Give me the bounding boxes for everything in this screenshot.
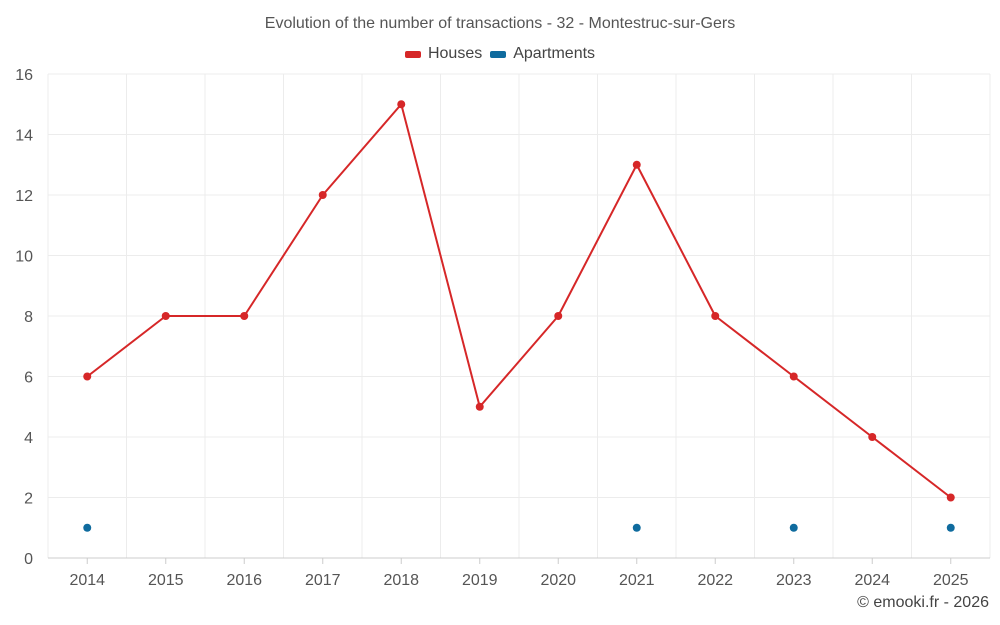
legend-item-houses[interactable]: Houses — [404, 45, 483, 63]
y-tick-label-4: 4 — [24, 430, 33, 447]
y-tick-label-0: 0 — [24, 551, 33, 568]
point-houses-2014 — [83, 372, 92, 381]
point-houses-2017 — [318, 191, 327, 199]
x-tick-label-2014: 2014 — [69, 572, 105, 589]
y-tick-label-10: 10 — [15, 249, 33, 266]
legend-swatch-houses — [404, 50, 421, 58]
grid — [47, 73, 991, 558]
y-tick-label-8: 8 — [24, 309, 33, 326]
point-houses-2021 — [632, 160, 641, 169]
point-houses-2016 — [240, 312, 249, 320]
point-houses-2023 — [789, 372, 798, 381]
x-tick-label-2025: 2025 — [933, 572, 969, 589]
legend-swatch-apartments — [490, 50, 507, 58]
point-houses-2022 — [711, 312, 720, 320]
x-tick-label-2020: 2020 — [540, 572, 576, 589]
point-apartments-2023 — [789, 523, 798, 532]
x-tick-label-2022: 2022 — [697, 572, 733, 589]
x-tick-label-2023: 2023 — [776, 572, 812, 589]
y-tick-label-14: 14 — [15, 128, 33, 145]
point-apartments-2025 — [946, 523, 955, 532]
x-tick-label-2024: 2024 — [854, 572, 890, 589]
axes: 0 2 4 6 8 10 12 14 16 2014 2015 2016 2017 2018 2019 202… — [15, 67, 990, 589]
point-houses-2015 — [161, 312, 170, 320]
point-houses-2018 — [397, 100, 406, 109]
point-houses-2020 — [554, 312, 563, 320]
point-houses-2019 — [475, 402, 484, 411]
x-tick-label-2017: 2017 — [305, 572, 341, 589]
y-tick-label-12: 12 — [15, 188, 33, 205]
chart-title: Evolution of the number of transactions … — [264, 15, 736, 32]
point-apartments-2014 — [83, 523, 92, 532]
x-tick-label-2018: 2018 — [383, 572, 419, 589]
legend-label-houses: Houses — [427, 45, 483, 62]
legend: Houses Apartments — [0, 45, 1000, 63]
point-houses-2025 — [946, 493, 955, 502]
y-tick-label-2: 2 — [24, 491, 33, 508]
y-tick-label-16: 16 — [15, 67, 33, 84]
y-tick-label-6: 6 — [24, 370, 33, 387]
legend-item-apartments[interactable]: Apartments — [490, 45, 595, 63]
point-houses-2024 — [868, 433, 877, 441]
x-tick-label-2015: 2015 — [148, 572, 184, 589]
series-layer — [83, 100, 955, 532]
series-line-houses — [86, 103, 952, 499]
x-tick-label-2016: 2016 — [226, 572, 262, 589]
credit: © emooki.fr - 2026 — [857, 594, 989, 611]
point-apartments-2021 — [632, 523, 641, 532]
x-tick-label-2019: 2019 — [462, 572, 498, 589]
legend-label-apartments: Apartments — [513, 45, 596, 62]
x-tick-label-2021: 2021 — [619, 572, 655, 589]
